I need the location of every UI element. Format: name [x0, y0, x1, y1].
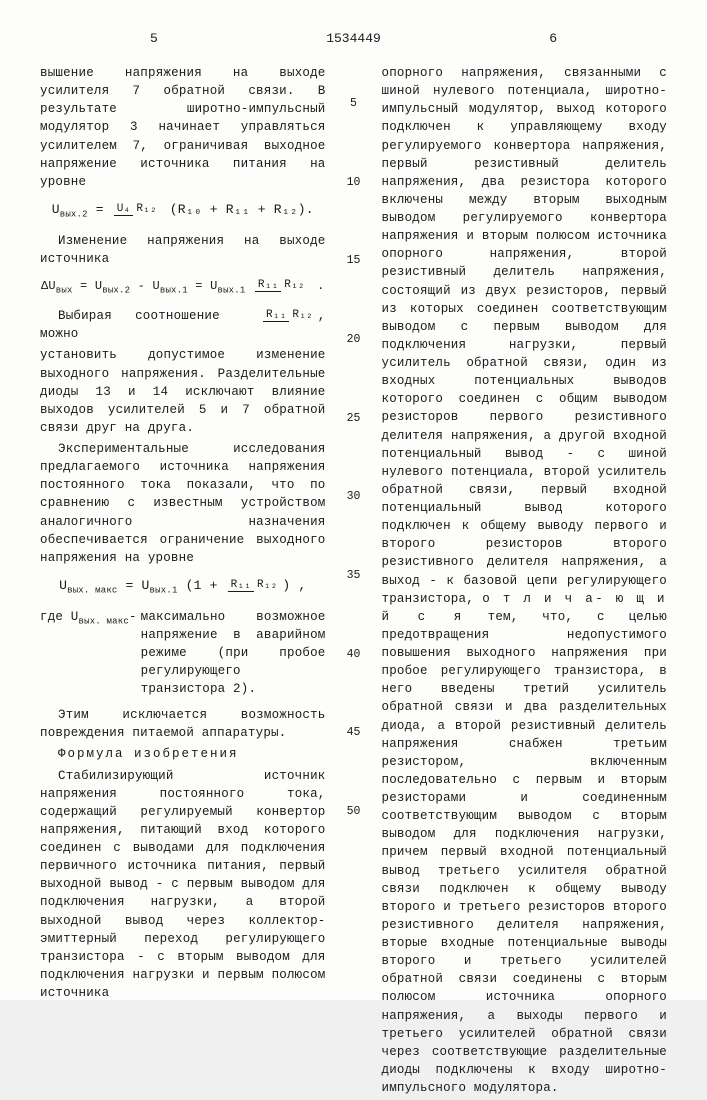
where-text: максимально возможное напряжение в авари…: [141, 608, 326, 699]
formula-text: = U: [118, 578, 150, 593]
numerator: U₄: [114, 203, 134, 216]
text: Выбирая соотношение: [58, 309, 243, 323]
numerator: R₁₁: [228, 579, 254, 592]
formula-text: (1 +: [178, 578, 226, 593]
line-number: 15: [347, 253, 361, 270]
fraction: U₄R₁₂: [114, 204, 160, 216]
formula-text: .: [310, 279, 325, 293]
subscript: вых.1: [160, 285, 188, 295]
line-number: 50: [347, 804, 361, 821]
subscript: вых. макс: [67, 586, 117, 596]
formula-text: ΔU: [41, 279, 56, 293]
paragraph: вышение напряжения на выходе усилителя 7…: [40, 64, 326, 191]
line-number: 40: [347, 647, 361, 664]
page: 5 1534449 6 вышение напряжения на выходе…: [0, 0, 707, 1000]
formula-3: Uвых. макс = Uвых.1 (1 + R₁₁R₁₂) ,: [40, 577, 326, 598]
line-number: 35: [347, 568, 361, 585]
fraction: R₁₁R₁₂: [255, 280, 308, 292]
line-number-gutter: 5 10 15 20 25 30 35 40 45 50: [344, 64, 364, 1100]
denominator: R₁₂: [281, 279, 307, 291]
line-number: 25: [347, 411, 361, 428]
line-number: 5: [350, 96, 357, 113]
text: -: [129, 610, 137, 624]
text: где U: [40, 610, 79, 624]
paragraph: Стабилизирующий источник напряжения пост…: [40, 767, 326, 1003]
text: тем, что, с целью предотвращения недопус…: [382, 610, 668, 1095]
formula-text: =: [88, 202, 112, 217]
subscript: вых: [56, 285, 73, 295]
page-header: 5 1534449 6: [40, 30, 667, 50]
text: опорного напряжения, связанными с шиной …: [382, 66, 668, 606]
subscript: вых.2: [60, 209, 88, 219]
patent-number: 1534449: [326, 30, 381, 49]
numerator: R₁₁: [255, 279, 281, 292]
line-number: 30: [347, 489, 361, 506]
paragraph: установить допустимое изменение выходног…: [40, 346, 326, 437]
formula-text: - U: [130, 279, 160, 293]
numerator: R₁₁: [263, 309, 289, 322]
formula-1: Uвых.2 = U₄R₁₂ (R₁₀ + R₁₁ + R₁₂).: [40, 201, 326, 222]
subscript: вых.1: [150, 586, 178, 596]
paragraph: Выбирая соотношение R₁₁R₁₂, можно: [40, 307, 326, 343]
formula-text: (R₁₀ + R₁₁ + R₁₂).: [162, 202, 314, 217]
subscript: вых.1: [217, 285, 245, 295]
formula-text: ) ,: [282, 578, 306, 593]
paragraph: Экспериментальные исследования предлагае…: [40, 440, 326, 567]
where-clause: где Uвых. макс- максимально возможное на…: [40, 608, 326, 699]
page-num-left: 5: [150, 30, 158, 49]
line-number: 45: [347, 725, 361, 742]
paragraph: Этим исключается возможность повреждения…: [40, 706, 326, 742]
line-number: 20: [347, 332, 361, 349]
denominator: R₁₂: [289, 309, 315, 321]
page-num-right: 6: [549, 30, 557, 49]
formula-text: U: [59, 578, 67, 593]
denominator: R₁₂: [133, 203, 159, 215]
formula-text: = U: [188, 279, 218, 293]
paragraph: опорного напряжения, связанными с шиной …: [382, 64, 668, 1097]
fraction: R₁₁R₁₂: [245, 310, 316, 322]
paragraph: Изменение напряжения на выходе источника: [40, 232, 326, 268]
columns: вышение напряжения на выходе усилителя 7…: [40, 64, 667, 1100]
formula-text: U: [52, 202, 60, 217]
formula-text: = U: [73, 279, 103, 293]
section-title: Формула изобретения: [40, 745, 326, 763]
subscript: вых. макс: [79, 616, 129, 626]
right-column: опорного напряжения, связанными с шиной …: [382, 64, 668, 1100]
denominator: R₁₂: [254, 579, 280, 591]
subscript: вых.2: [102, 285, 130, 295]
line-number: 10: [347, 175, 361, 192]
formula-2: ΔUвых = Uвых.2 - Uвых.1 = Uвых.1 R₁₁R₁₂ …: [40, 278, 326, 297]
left-column: вышение напряжения на выходе усилителя 7…: [40, 64, 326, 1100]
where-label: где Uвых. макс-: [40, 608, 141, 699]
fraction: R₁₁R₁₂: [228, 580, 281, 592]
